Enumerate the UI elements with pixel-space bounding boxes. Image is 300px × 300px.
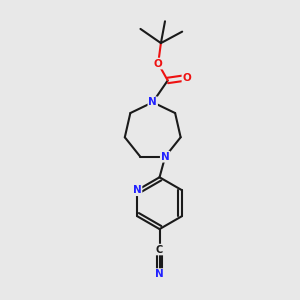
Text: N: N [148,97,157,107]
Text: C: C [156,244,163,254]
Text: O: O [182,73,191,83]
Text: O: O [154,58,163,68]
Text: N: N [161,152,170,162]
Text: N: N [133,185,142,195]
Text: N: N [155,269,164,279]
